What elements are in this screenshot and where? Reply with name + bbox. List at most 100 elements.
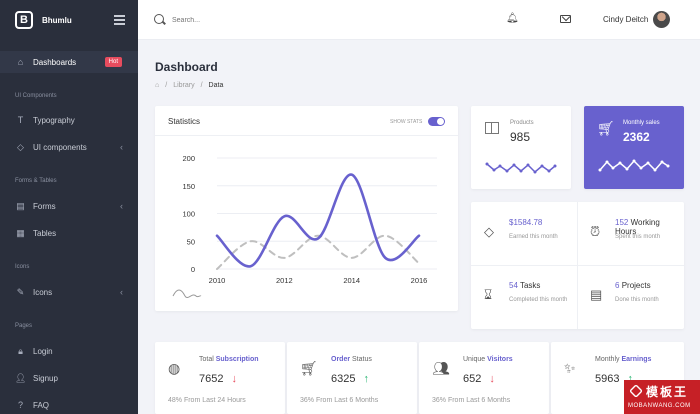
users-icon: 👥︎ — [432, 360, 450, 376]
sidebar-item-typography[interactable]: T Typography — [0, 109, 138, 131]
metrics-card: ◇ $1584.78 Earned this month ⏰︎ 152 Work… — [471, 202, 684, 329]
brand-name: Bhumlu — [42, 15, 72, 25]
card-sub: 36% From Last 6 Months — [432, 397, 511, 404]
x-tick-label: 2010 — [209, 276, 226, 285]
x-tick-label: 2016 — [411, 276, 428, 285]
section-forms-tables: Forms & Tables — [15, 178, 57, 184]
monthly-sales-value: 2362 — [623, 130, 650, 144]
metric-unit: Working Hours — [615, 218, 660, 236]
card-title-prefix: Total — [199, 356, 216, 363]
arrow-down-icon: ↓ — [231, 373, 237, 385]
series-line-secondary — [216, 234, 420, 270]
products-value: 985 — [510, 130, 531, 144]
chevron-left-icon: ‹ — [120, 201, 123, 211]
home-icon: ⌂ — [17, 57, 24, 67]
card-value: 6325 ↑ — [331, 373, 369, 385]
card-sub: 48% From Last 24 Hours — [168, 397, 246, 404]
arrow-down-icon: ↓ — [489, 373, 495, 385]
sidebar-item-label: Dashboards — [33, 57, 77, 67]
clipboard-icon: ▤ — [16, 200, 25, 211]
sidebar-item-label: Icons — [33, 287, 53, 297]
sidebar-item-icons[interactable]: ✎ Icons ‹ — [0, 281, 138, 303]
sidebar-item-ui-components[interactable]: ◇ UI components ‹ — [0, 136, 138, 158]
cube-icon: ◇ — [17, 141, 24, 152]
sidebar-item-dashboards[interactable]: ⌂ Dashboards Hot — [0, 51, 138, 73]
card-title-highlight: Earnings — [621, 356, 652, 363]
y-tick-label: 200 — [182, 154, 195, 163]
breadcrumb-item[interactable]: Library — [173, 82, 195, 89]
news-icon: ▤ — [590, 287, 603, 302]
sidebar-item-forms[interactable]: ▤ Forms ‹ — [0, 195, 138, 217]
breadcrumb-separator: / — [165, 82, 168, 89]
card-title-highlight: Order — [331, 356, 351, 363]
y-tick-label: 0 — [191, 265, 195, 274]
sidebar-item-faq[interactable]: ? FAQ — [0, 394, 138, 414]
avatar[interactable] — [653, 11, 670, 28]
y-tick-label: 100 — [182, 210, 195, 219]
card-value-number: 652 — [463, 373, 482, 385]
metric-unit: Projects — [621, 281, 651, 290]
card-value: 5963 ↑ — [595, 373, 633, 385]
card-value: 652 ↓ — [463, 373, 495, 385]
section-icons: Icons — [15, 264, 30, 270]
metric-value: 6 Projects — [615, 281, 651, 290]
chevron-left-icon: ‹ — [120, 142, 123, 152]
section-pages: Pages — [15, 323, 33, 329]
cart-icon: 🛒︎ — [597, 120, 615, 136]
brand[interactable]: B Bhumlu — [0, 0, 138, 40]
statistics-chart: 0 50 100 150 200 2010 2012 2014 2016 — [172, 154, 437, 299]
clock-icon: ⏰︎ — [590, 224, 601, 239]
home-icon[interactable]: ⌂ — [155, 82, 160, 89]
sidebar-item-label: Tables — [33, 228, 57, 238]
sidebar-item-tables[interactable]: ▦ Tables — [0, 222, 138, 244]
search-input[interactable] — [172, 13, 322, 27]
arrow-up-icon: ↑ — [627, 373, 633, 385]
card-value-number: 5963 — [595, 373, 620, 385]
sidebar-item-label: Forms — [33, 201, 56, 211]
text-icon: T — [17, 115, 24, 125]
card-title-prefix: Unique — [463, 356, 488, 363]
card-title-highlight: Visitors — [487, 356, 513, 363]
table-icon: ▦ — [16, 227, 25, 238]
sidebar-item-login[interactable]: 🔒︎ Login — [0, 340, 138, 362]
arrow-up-icon: ↑ — [363, 373, 369, 385]
chevron-left-icon: ‹ — [120, 287, 123, 297]
section-ui-components: UI Components — [15, 93, 57, 99]
page-title: Dashboard — [155, 60, 218, 74]
subscription-card: ◍ Total Subscription 7652 ↓ 48% From Last… — [155, 342, 285, 414]
y-tick-label: 50 — [187, 237, 195, 246]
sidebar-item-label: FAQ — [33, 400, 50, 410]
series-line-primary — [215, 173, 421, 268]
statistics-header: Statistics SHOW STATS — [155, 106, 458, 136]
legend-squiggle — [172, 289, 202, 299]
brush-icon: ✎ — [16, 286, 25, 297]
mail-icon[interactable] — [560, 15, 571, 23]
metric-value: 54 Tasks — [509, 281, 540, 290]
search-icon[interactable] — [154, 14, 164, 24]
metric-tasks: ⌛︎ 54 Tasks Completed this month — [471, 265, 577, 328]
hourglass-icon: ⌛︎ — [484, 287, 493, 302]
menu-toggle-icon[interactable] — [114, 15, 125, 27]
metric-value: 152 Working Hours — [615, 218, 683, 236]
metric-projects: ▤ 6 Projects Done this month — [577, 265, 683, 328]
help-icon: ? — [17, 400, 23, 410]
show-stats-toggle[interactable] — [428, 117, 445, 126]
card-title: Total Subscription — [199, 356, 259, 363]
card-value-number: 7652 — [199, 373, 224, 385]
breadcrumb-separator: / — [200, 82, 203, 89]
magic-wand-icon: ✨︎ — [564, 360, 576, 376]
metric-sub: Spent this month — [615, 234, 661, 240]
username[interactable]: Cindy Deitch — [603, 15, 649, 24]
card-sub: 36% From Last 6 Months — [300, 397, 379, 404]
watermark: 模板王 MOBANWANG.COM — [624, 380, 700, 414]
order-status-card: 🛒︎ Order Status 6325 ↑ 36% From Last 6 Mo… — [287, 342, 417, 414]
sidebar-item-signup[interactable]: 👤︎ Signup — [0, 367, 138, 389]
metric-sub: Completed this month — [509, 297, 568, 303]
metric-value: $1584.78 — [509, 218, 543, 227]
card-title-highlight: Subscription — [215, 356, 259, 363]
products-card: Products 985 — [471, 106, 571, 189]
card-title-suffix: Status — [350, 356, 372, 363]
metric-sub: Earned this month — [509, 234, 558, 240]
divider — [471, 265, 684, 266]
bell-icon[interactable]: 🔔︎ — [506, 13, 519, 24]
